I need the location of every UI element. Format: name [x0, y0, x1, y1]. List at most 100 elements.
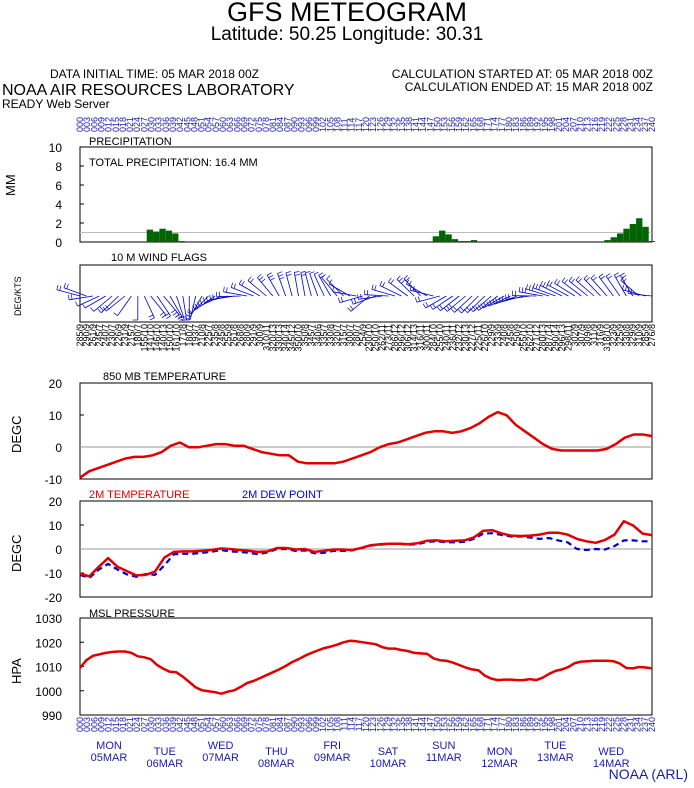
wind-barb — [149, 317, 155, 321]
wind-value-label: 240/8 — [499, 324, 509, 347]
wind-barb — [185, 313, 191, 318]
wind-barb — [75, 301, 78, 307]
bottom-hour-label: 162 — [461, 717, 471, 732]
wind-barb — [607, 275, 613, 280]
wind-value-label: 230/13 — [461, 324, 471, 352]
precip-ytick: 6 — [55, 179, 62, 193]
wind-barb — [194, 303, 199, 309]
wind-barb — [250, 278, 254, 283]
wind-value-label: 255/10 — [435, 324, 445, 352]
day-name-label: THU — [265, 746, 288, 758]
wind-barb — [332, 286, 334, 292]
wind-barb — [247, 276, 252, 281]
bottom-hour-label: 198 — [547, 717, 557, 732]
wind-flag — [406, 283, 428, 297]
wind-barb — [501, 296, 504, 302]
precip-ytick: 4 — [55, 198, 62, 212]
wind-flag — [182, 295, 187, 320]
pressure-ytick: 1000 — [35, 685, 62, 699]
wind-barb — [532, 282, 536, 288]
bottom-hour-label: 018 — [118, 717, 128, 732]
dewpoint-legend: 2M DEW POINT — [242, 489, 323, 501]
wind-flag — [472, 295, 492, 313]
wind-flag — [454, 295, 473, 313]
wind-value-label: 316/9 — [596, 324, 606, 347]
wind-barb — [205, 296, 208, 302]
wind-value-label: 345/7 — [306, 324, 316, 347]
wind-barb — [505, 294, 507, 300]
wind-flag — [313, 274, 325, 297]
wind-barb — [480, 303, 484, 309]
day-name-label: FRI — [323, 740, 341, 752]
top-hour-label: 081 — [268, 117, 278, 132]
wind-barb — [432, 303, 436, 308]
wind-barb — [405, 279, 410, 285]
bottom-hour-label: 108 — [332, 717, 342, 732]
wind-flag — [332, 291, 357, 297]
wind-barb — [171, 309, 176, 314]
wind-barb — [417, 296, 420, 302]
bottom-hour-label: 153 — [440, 717, 450, 732]
wind-flag — [425, 295, 447, 309]
bottom-hour-label: 069 — [239, 717, 249, 732]
wind-barb — [371, 284, 374, 290]
wind-value-label: 250/9 — [512, 324, 522, 347]
precip-bar — [648, 241, 656, 242]
top-hour-label: 084 — [275, 117, 285, 132]
wind-flag — [526, 288, 550, 297]
bottom-hour-label: 204 — [561, 717, 571, 732]
wind-barb — [546, 280, 550, 285]
top-hour-label: 201 — [554, 117, 564, 132]
wind-flag — [101, 295, 119, 313]
location-subtitle: Latitude: 50.25 Longitude: 30.31 — [210, 24, 484, 45]
chart-title: GFS METEOGRAM — [226, 0, 467, 27]
wind-value-label: 302/9 — [570, 324, 580, 347]
wind-value-label: 330/13 — [274, 324, 284, 352]
wind-value-label: 245/7 — [94, 324, 104, 347]
bottom-hour-label: 024 — [132, 717, 142, 732]
lab-name: NOAA AIR RESOURCES LABORATORY — [2, 82, 295, 99]
wind-flag — [293, 272, 299, 297]
bottom-hour-label: 216 — [590, 717, 600, 732]
top-hour-label: 216 — [590, 117, 600, 132]
wind-barb — [82, 303, 86, 309]
day-date-label: 10MAR — [370, 758, 407, 770]
bottom-hour-label: 135 — [397, 717, 407, 732]
wind-value-label: 350/8 — [300, 324, 310, 347]
bottom-hour-label: 111 — [340, 717, 350, 731]
wind-barb — [209, 294, 211, 300]
wind-value-label: 146/10 — [152, 324, 162, 352]
precip-bar — [153, 231, 160, 242]
wind-barb — [621, 275, 627, 279]
precip-bar — [623, 228, 630, 242]
bottom-hour-label: 123 — [368, 717, 378, 732]
wind-flag — [440, 295, 460, 312]
wind-flag — [358, 295, 383, 300]
wind-flag — [416, 295, 441, 303]
top-hour-label: 198 — [547, 117, 557, 132]
top-hour-label: 204 — [561, 117, 571, 132]
temp2m-ytick: 10 — [49, 519, 63, 533]
wind-value-label: 323/9 — [608, 324, 618, 347]
wind-barb — [459, 307, 464, 312]
wind-flag — [163, 295, 180, 315]
top-hour-label: 051 — [197, 117, 207, 132]
wind-value-label: 320/13 — [268, 324, 278, 352]
top-hour-label: 009 — [97, 117, 107, 132]
wind-barb — [313, 271, 319, 275]
day-date-label: 12MAR — [481, 758, 518, 770]
wind-flag — [321, 277, 338, 297]
day-date-label: 09MAR — [314, 752, 351, 764]
wind-barb — [521, 287, 524, 293]
wind-flag — [410, 289, 434, 297]
wind-value-label: 300/9 — [255, 324, 265, 347]
wind-value-label: 307/9 — [576, 324, 586, 347]
bottom-hour-label: 213 — [583, 717, 593, 732]
top-hour-label: 096 — [304, 117, 314, 132]
wind-flag — [77, 295, 100, 307]
wind-value-label: 240/7 — [101, 324, 111, 347]
top-hour-label: 207 — [568, 117, 578, 132]
precip-bar — [159, 228, 166, 242]
